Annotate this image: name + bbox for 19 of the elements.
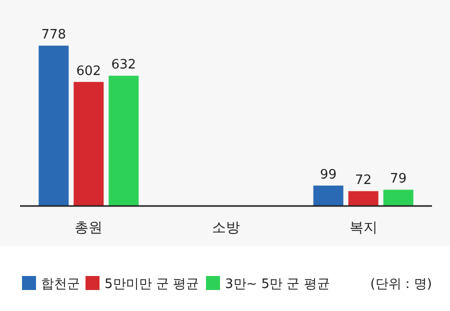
bar: [108, 76, 139, 206]
data-label: 79: [390, 172, 407, 187]
bar: [313, 186, 344, 206]
data-label: 632: [111, 58, 136, 73]
x-tick-label: 총원: [74, 220, 103, 236]
bar: [74, 82, 104, 206]
x-tick-label: 복지: [349, 220, 378, 236]
x-tick-label: 소방: [212, 220, 240, 236]
data-label: 602: [76, 64, 102, 79]
bar: [348, 191, 378, 206]
data-label: 778: [41, 28, 66, 43]
data-label: 72: [355, 173, 372, 188]
bar: [38, 46, 69, 206]
data-label: 99: [320, 168, 337, 183]
text: (단위 : 명): [370, 277, 432, 292]
legend-label: 합천군: [41, 277, 80, 292]
bar: [383, 190, 414, 206]
legend-label: 3만~ 5만 군 평균: [225, 277, 330, 292]
legend-label: 5만미만 군 평균: [104, 277, 200, 292]
